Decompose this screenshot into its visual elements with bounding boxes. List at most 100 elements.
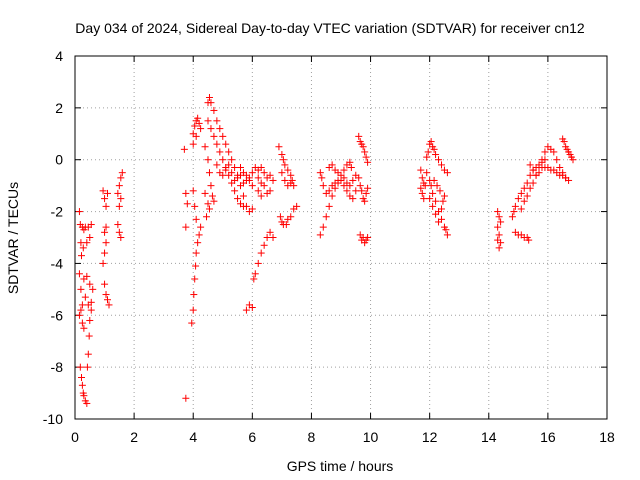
data-point [81, 293, 89, 301]
data-point [180, 145, 188, 153]
data-point [364, 158, 372, 166]
x-tick-label: 2 [130, 429, 138, 445]
data-point [426, 195, 434, 203]
data-point [203, 213, 211, 221]
data-point [359, 143, 367, 151]
data-point [520, 197, 528, 205]
data-point [497, 218, 505, 226]
data-point [257, 192, 265, 200]
data-point [569, 156, 577, 164]
data-point [424, 148, 432, 156]
data-point [89, 285, 97, 293]
data-point [189, 187, 197, 195]
data-point [334, 169, 342, 177]
data-point [423, 169, 431, 177]
data-point [105, 301, 113, 309]
data-point [254, 187, 262, 195]
data-point [494, 223, 502, 231]
data-point [228, 156, 236, 164]
y-tick-label: -4 [51, 255, 64, 271]
data-point [429, 189, 437, 197]
data-point [231, 163, 239, 171]
x-tick-label: 16 [540, 429, 556, 445]
data-point [210, 132, 218, 140]
data-point [337, 176, 345, 184]
data-point [364, 234, 372, 241]
x-tick-label: 18 [599, 429, 615, 445]
data-point [279, 156, 287, 164]
data-point [508, 213, 516, 221]
data-point [219, 171, 227, 179]
data-point [316, 231, 324, 239]
x-tick-label: 10 [363, 429, 379, 445]
data-point [216, 125, 224, 133]
data-point [432, 197, 440, 205]
data-point [87, 306, 95, 314]
data-point [80, 324, 88, 332]
data-point [114, 221, 122, 229]
data-point [495, 231, 503, 239]
data-point [197, 125, 205, 133]
data-point [117, 234, 125, 241]
data-point [435, 218, 443, 226]
data-point [328, 161, 336, 169]
data-point [210, 197, 218, 205]
x-tick-label: 6 [248, 429, 256, 445]
data-point [213, 140, 221, 148]
data-point [83, 363, 91, 371]
data-point [102, 223, 110, 231]
data-point [325, 187, 333, 195]
data-point [269, 176, 277, 184]
data-point [494, 236, 502, 244]
x-axis-label: GPS time / hours [287, 458, 394, 474]
data-point [189, 306, 197, 314]
data-point [251, 270, 259, 278]
data-point [225, 161, 233, 169]
data-point [319, 182, 327, 190]
data-point [83, 399, 91, 407]
data-point [443, 169, 451, 177]
data-point [234, 195, 242, 203]
data-point [216, 148, 224, 156]
data-point [511, 202, 519, 210]
data-point [538, 156, 546, 164]
x-tick-label: 4 [189, 429, 197, 445]
y-tick-label: 2 [55, 100, 63, 116]
data-point [191, 122, 199, 130]
data-point [204, 200, 212, 208]
x-tick-label: 14 [481, 429, 497, 445]
data-point [182, 189, 190, 197]
data-point [423, 153, 431, 161]
data-point [207, 125, 215, 133]
data-point [205, 205, 213, 213]
data-point [510, 208, 518, 216]
data-point [101, 280, 109, 288]
data-point [248, 205, 256, 213]
data-point [495, 244, 503, 252]
data-point [245, 176, 253, 184]
data-point [276, 213, 284, 221]
data-point [349, 195, 357, 203]
data-point [248, 304, 256, 312]
data-point [523, 179, 531, 187]
data-point [282, 221, 290, 229]
data-point [281, 161, 289, 169]
data-point [319, 223, 327, 231]
data-point [281, 176, 289, 184]
data-point [102, 239, 110, 247]
data-point [237, 163, 245, 171]
data-point [86, 234, 94, 241]
data-point [352, 187, 360, 195]
data-point [207, 99, 215, 107]
data-point [219, 132, 227, 140]
data-point [417, 166, 425, 174]
data-point [257, 163, 265, 171]
data-point [529, 166, 537, 174]
data-point [442, 226, 450, 234]
data-point [102, 291, 110, 299]
data-point [99, 259, 107, 267]
grid [75, 56, 607, 419]
data-point [228, 169, 236, 177]
data-point [115, 182, 123, 190]
data-point [86, 316, 94, 324]
